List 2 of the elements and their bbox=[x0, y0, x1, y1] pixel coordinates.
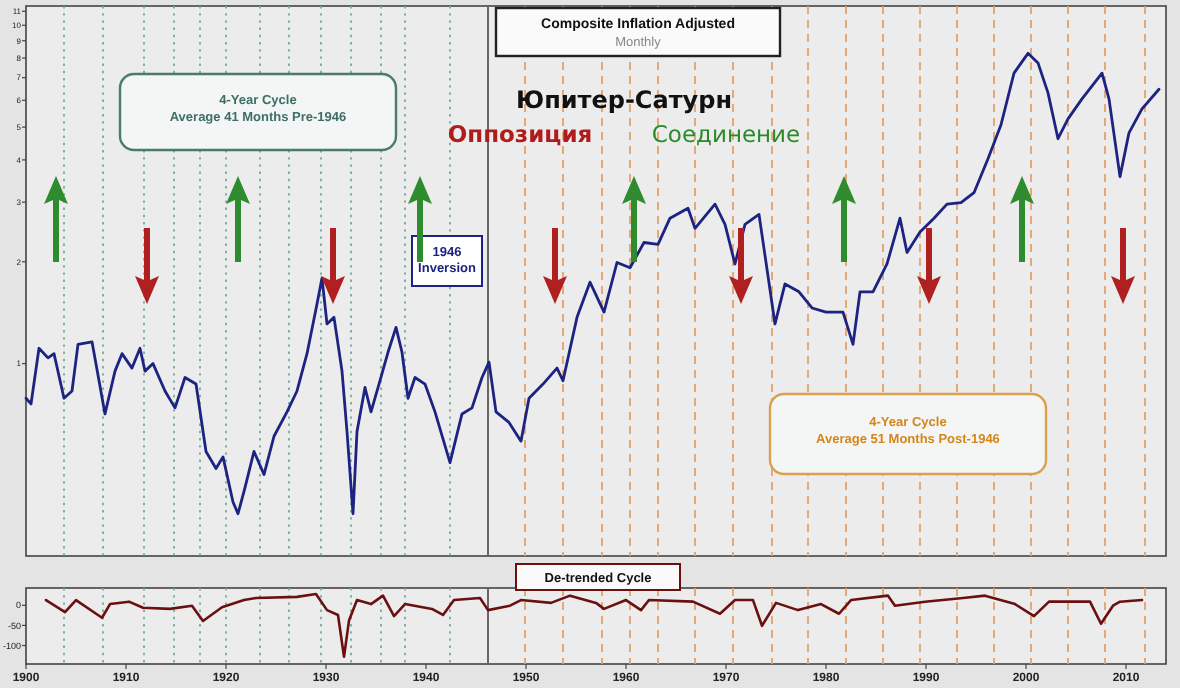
annotation: Юпитер-Сатурн bbox=[515, 86, 733, 114]
annotation: Соединение bbox=[651, 120, 801, 148]
